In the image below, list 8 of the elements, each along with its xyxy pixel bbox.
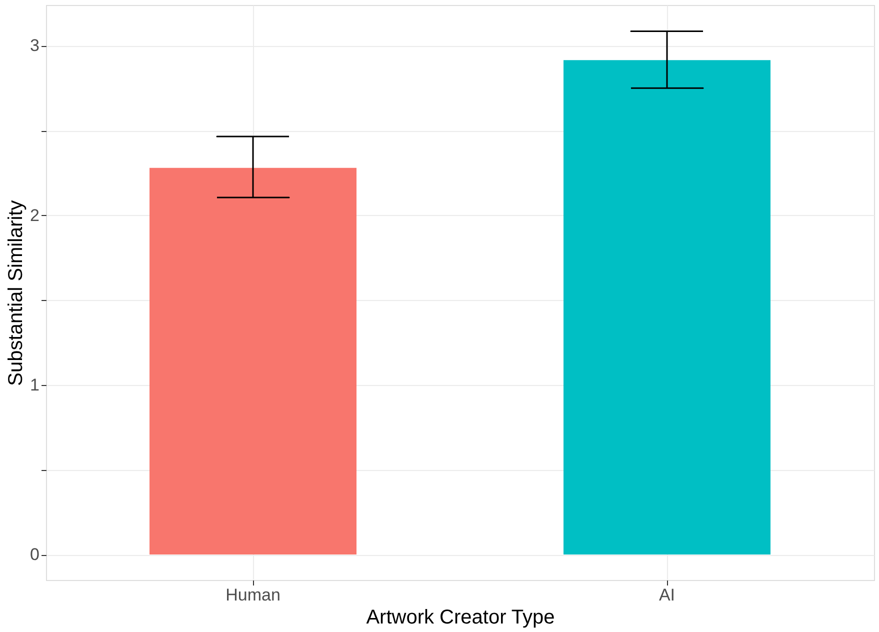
- x-axis-title: Artwork Creator Type: [366, 606, 555, 628]
- y-tick-label: 1: [30, 375, 40, 394]
- x-tick-label: Human: [226, 586, 280, 604]
- y-tick-label: 3: [30, 36, 40, 56]
- y-tick-label: 0: [30, 545, 40, 564]
- x-tick-label: AI: [658, 586, 676, 604]
- y-tick-label: 2: [30, 206, 40, 225]
- y-axis-title: Substantial Similarity: [5, 200, 28, 386]
